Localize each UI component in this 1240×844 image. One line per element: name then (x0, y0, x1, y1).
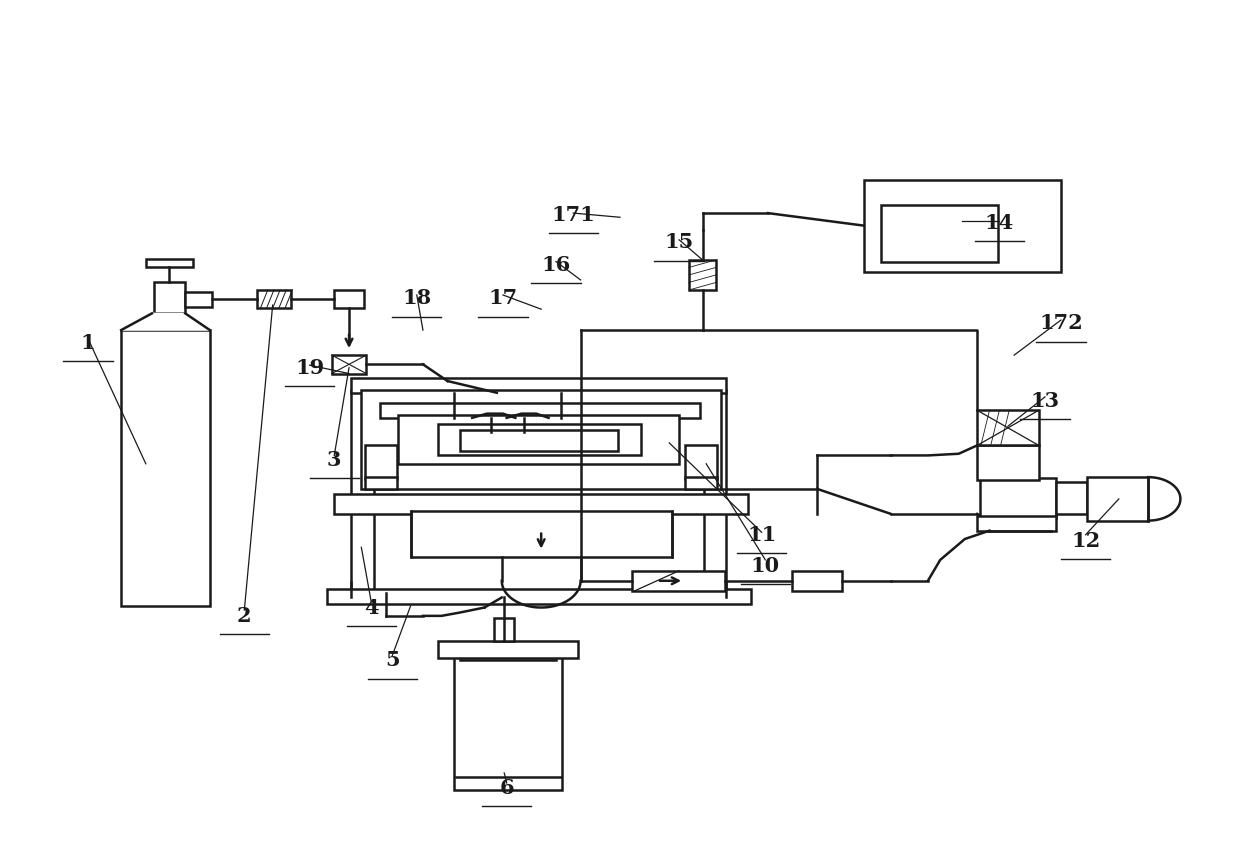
Bar (327, 589, 750, 604)
Bar (704, 390, 725, 598)
Bar (495, 618, 515, 641)
Bar (454, 656, 562, 790)
Text: 18: 18 (402, 289, 432, 308)
Bar (257, 290, 291, 308)
Bar (438, 641, 578, 657)
Bar (686, 446, 717, 479)
Bar (632, 571, 724, 591)
Text: 10: 10 (750, 555, 780, 576)
Bar (410, 511, 672, 557)
Bar (686, 477, 717, 489)
Polygon shape (122, 313, 210, 330)
Text: 5: 5 (384, 650, 399, 670)
Bar (361, 390, 720, 489)
Bar (438, 424, 641, 456)
Text: 2: 2 (237, 606, 252, 626)
Text: 16: 16 (542, 255, 570, 275)
Bar (155, 282, 185, 313)
Bar (365, 477, 397, 489)
Text: 4: 4 (363, 598, 378, 618)
Bar (882, 205, 998, 262)
Bar (351, 378, 725, 392)
Text: 14: 14 (985, 214, 1014, 233)
Bar (398, 415, 680, 464)
Bar (1056, 482, 1086, 514)
Bar (977, 410, 1039, 446)
Bar (980, 478, 1056, 518)
Text: 17: 17 (489, 289, 517, 308)
Bar (122, 330, 210, 606)
Text: 13: 13 (1030, 391, 1059, 411)
Text: 11: 11 (746, 525, 776, 545)
Text: 12: 12 (1071, 531, 1100, 550)
Bar (977, 446, 1039, 480)
Text: 172: 172 (1039, 313, 1083, 333)
Bar (1086, 477, 1148, 521)
Bar (185, 292, 212, 306)
Bar (335, 494, 748, 514)
Bar (792, 571, 842, 591)
Bar (864, 180, 1061, 272)
Text: 3: 3 (327, 450, 341, 469)
Text: 171: 171 (552, 205, 595, 225)
Text: 6: 6 (500, 778, 515, 798)
Bar (365, 446, 397, 479)
Text: 19: 19 (295, 358, 324, 377)
Bar (332, 355, 366, 374)
Text: 15: 15 (665, 232, 693, 252)
Bar (977, 516, 1056, 531)
Bar (379, 403, 701, 418)
Bar (351, 390, 373, 598)
Bar (689, 260, 715, 290)
Bar (460, 430, 618, 452)
Bar (335, 290, 363, 308)
Text: 1: 1 (81, 333, 95, 353)
Bar (146, 259, 192, 268)
